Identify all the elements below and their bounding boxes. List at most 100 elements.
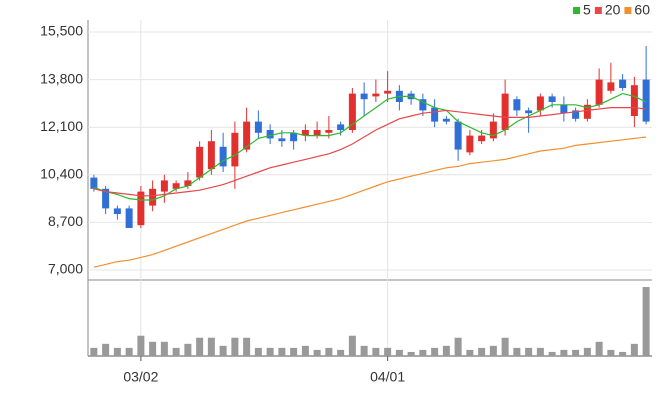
candle-body (583, 104, 591, 119)
candle-body (384, 90, 392, 94)
volume-bar (254, 347, 262, 356)
volume-bar (536, 347, 544, 356)
candle-body (102, 188, 110, 209)
y-tick-label: 7,000 (48, 261, 83, 277)
volume-bar (595, 341, 603, 356)
candle-body (313, 130, 321, 136)
volume-bar (348, 335, 356, 356)
volume-bar (278, 347, 286, 356)
volume-bar (266, 347, 274, 356)
volume-bar (442, 345, 450, 356)
volume-bar (501, 337, 509, 356)
candle-body (525, 110, 533, 114)
candle-body (466, 135, 474, 153)
volume-bar (149, 341, 157, 356)
candle-body (278, 138, 286, 142)
volume-bar (560, 349, 568, 356)
volume-bar (372, 347, 380, 356)
volume-bar (113, 347, 121, 356)
y-tick-label: 15,500 (40, 23, 83, 39)
y-tick-label: 8,700 (48, 213, 83, 229)
candle-body (290, 132, 298, 142)
candle-body (536, 96, 544, 111)
volume-bar (513, 347, 521, 356)
volume-bar (619, 351, 627, 356)
candle-body (301, 130, 309, 136)
candle-body (337, 124, 345, 130)
volume-bar (466, 349, 474, 356)
candle-body (419, 99, 427, 111)
volume-bar (90, 347, 98, 356)
volume-bar (478, 347, 486, 356)
candle-body (184, 180, 192, 186)
candle-body (125, 208, 133, 228)
volume-bar (160, 341, 168, 356)
volume-bar (395, 349, 403, 356)
volume-bar (325, 347, 333, 356)
candle-body (243, 121, 251, 150)
candle-body (548, 96, 556, 102)
candle-body (595, 79, 603, 105)
candle-body (572, 110, 580, 119)
volume-bar (125, 347, 133, 356)
volume-bar (489, 345, 497, 356)
ma-line (93, 92, 647, 201)
candle-body (607, 82, 615, 91)
candle-body (560, 104, 568, 114)
x-tick-label: 04/01 (370, 369, 405, 385)
legend: 60 20 5 (573, 2, 650, 18)
volume-bar (243, 337, 251, 356)
candle-body (454, 121, 462, 150)
y-tick-label: 10,400 (40, 166, 83, 182)
candle-body (266, 130, 274, 139)
candle-body (325, 130, 333, 133)
legend-label: 5 (583, 2, 591, 18)
candle-body (113, 208, 121, 214)
volume-bar (454, 337, 462, 356)
volume-bar (583, 347, 591, 356)
legend-swatch (573, 7, 581, 14)
candle-body (90, 177, 98, 189)
ma-line (93, 136, 647, 268)
legend-swatch (594, 7, 602, 14)
volume-bar (548, 351, 556, 356)
candle-body (172, 183, 180, 189)
legend-swatch (624, 7, 632, 14)
candle-body (501, 93, 509, 130)
volume-bar (290, 347, 298, 356)
candle-body (513, 99, 521, 111)
legend-label: 60 (634, 2, 650, 18)
candle-body (149, 188, 157, 206)
ma-line (93, 106, 647, 197)
candle-body (630, 85, 638, 116)
volume-bar (407, 351, 415, 356)
candle-body (231, 132, 239, 167)
candle-body (196, 146, 204, 178)
volume-bar (572, 349, 580, 356)
volume-bar (419, 349, 427, 356)
volume-bar (384, 347, 392, 356)
candle-body (619, 79, 627, 88)
candle-body (442, 118, 450, 122)
candle-body (137, 191, 145, 226)
candle-body (160, 180, 168, 192)
candle-body (489, 121, 497, 139)
volume-bar (196, 337, 204, 356)
candle-body (431, 107, 439, 122)
candle-body (642, 79, 650, 122)
volume-bar (525, 347, 533, 356)
volume-bar (207, 337, 215, 356)
volume-bar (219, 345, 227, 356)
candle-body (372, 93, 380, 97)
volume-bar (102, 343, 110, 356)
volume-bar (630, 343, 638, 356)
volume-bar (642, 287, 650, 356)
volume-bar (301, 345, 309, 356)
candle-body (219, 146, 227, 167)
candle-body (360, 93, 368, 100)
x-tick-label: 03/02 (123, 369, 158, 385)
candle-body (348, 93, 356, 130)
volume-bar (313, 349, 321, 356)
volume-bar (137, 335, 145, 356)
